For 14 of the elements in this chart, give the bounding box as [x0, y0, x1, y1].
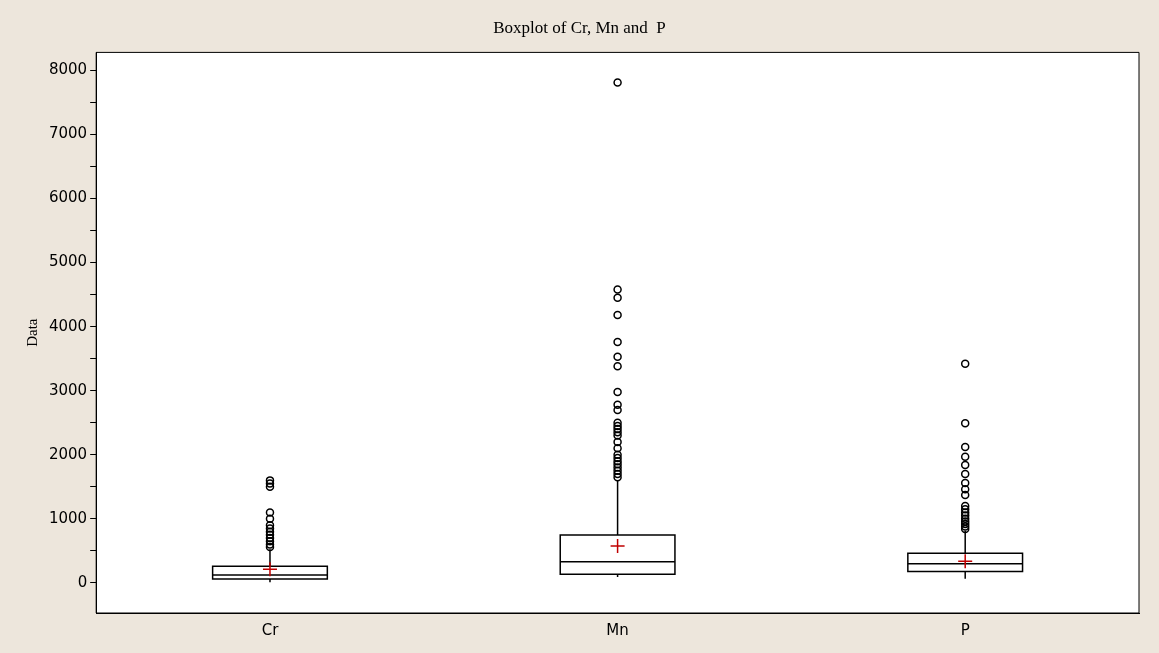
- y-tick-label: 1000: [48, 508, 88, 527]
- y-tick-label: 3000: [48, 380, 88, 399]
- y-axis-title: Data: [23, 318, 40, 347]
- chart-title: Boxplot of Cr, Mn and P: [493, 17, 666, 37]
- x-tick-label: P: [960, 620, 970, 639]
- y-tick-label: 0: [77, 572, 88, 591]
- y-tick-label: 8000: [48, 60, 88, 79]
- y-tick-label: 5000: [48, 252, 88, 271]
- x-tick-label: Mn: [606, 620, 629, 639]
- y-tick-label: 6000: [48, 188, 88, 207]
- y-tick-label: 7000: [48, 124, 88, 143]
- y-tick-label: 4000: [48, 316, 88, 335]
- x-tick-label: Cr: [261, 620, 280, 639]
- y-tick-label: 2000: [48, 444, 88, 463]
